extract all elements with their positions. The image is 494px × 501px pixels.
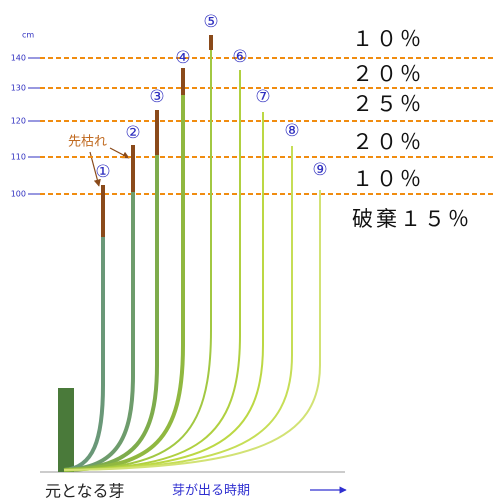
- shoot-number: ⑥: [232, 47, 247, 67]
- shoot-number: ⑧: [284, 121, 299, 141]
- tick-label: 140: [11, 54, 26, 63]
- shoot-number: ⑦: [255, 87, 270, 107]
- shoot: [63, 68, 185, 472]
- shoot-number: ②: [125, 123, 140, 143]
- share-label: ２０％: [352, 62, 424, 86]
- base-label: 元となる芽: [45, 482, 125, 501]
- note-arrow: [109, 147, 130, 159]
- shoot-number: ③: [149, 87, 164, 107]
- tick-label: 110: [11, 153, 26, 162]
- shoot: [63, 35, 212, 471]
- share-label: １０％: [352, 167, 424, 191]
- shoot-number: ⑤: [203, 12, 218, 32]
- base-bud: [58, 388, 74, 472]
- shoot-number: ⑨: [312, 160, 327, 180]
- share-label: 破棄１５％: [352, 207, 472, 231]
- shoot-number: ④: [175, 48, 190, 68]
- unit: cm: [22, 31, 34, 40]
- tick-label: 130: [11, 84, 26, 93]
- shoot-number: ①: [95, 162, 110, 182]
- share-label: ２５％: [352, 92, 424, 116]
- time-label: 芽が出る時期: [172, 484, 250, 499]
- tick-label: 100: [11, 190, 26, 199]
- shoot: [63, 190, 321, 471]
- share-label: ２０％: [352, 130, 424, 154]
- share-label: １０％: [352, 27, 424, 51]
- tick-label: 120: [11, 117, 26, 126]
- note: 先枯れ: [68, 135, 107, 150]
